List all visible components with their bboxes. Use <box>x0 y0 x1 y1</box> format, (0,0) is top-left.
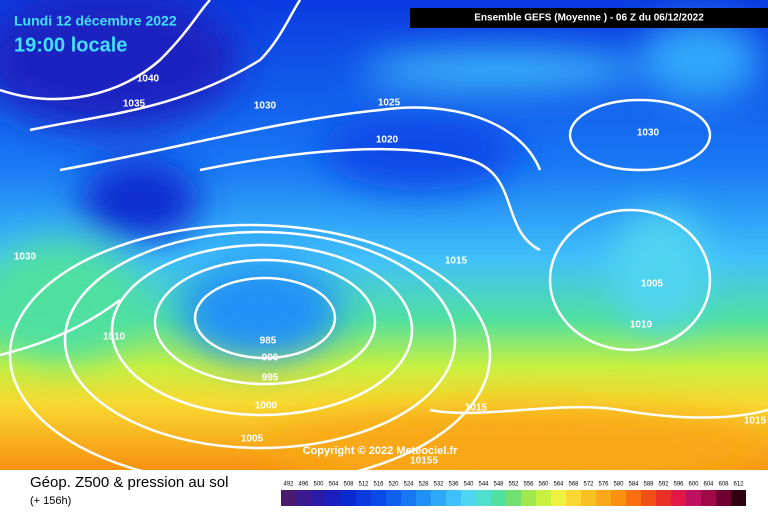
scale-label: 612 <box>733 482 744 488</box>
scale-swatch <box>296 490 311 506</box>
copyright: Copyright © 2022 Meteociel.fr <box>303 445 459 457</box>
map-background <box>0 0 768 490</box>
scale-swatch <box>581 490 596 506</box>
scale-swatch <box>611 490 626 506</box>
scale-label: 520 <box>388 482 399 488</box>
isobar-label: 1000 <box>255 401 278 412</box>
scale-label: 600 <box>688 482 699 488</box>
footer-lead: (+ 156h) <box>30 495 71 507</box>
scale-label: 504 <box>328 482 339 488</box>
scale-label: 608 <box>718 482 729 488</box>
isobar-label: 1005 <box>241 434 264 445</box>
scale-label: 572 <box>583 482 594 488</box>
isobar-label: 1035 <box>123 99 146 110</box>
scale-label: 532 <box>433 482 444 488</box>
isobar-label: 1015 <box>744 416 767 427</box>
scale-label: 548 <box>493 482 504 488</box>
scale-label: 552 <box>508 482 519 488</box>
isobar-label: 1030 <box>14 252 37 263</box>
isobar-label: 1030 <box>254 101 277 112</box>
scale-label: 524 <box>403 482 414 488</box>
scale-swatch <box>506 490 521 506</box>
scale-swatch <box>641 490 656 506</box>
scale-label: 540 <box>463 482 474 488</box>
scale-label: 592 <box>658 482 669 488</box>
scale-swatch <box>431 490 446 506</box>
scale-swatch <box>716 490 731 506</box>
local-time: 19:00 locale <box>14 34 127 56</box>
scale-swatch <box>566 490 581 506</box>
isobar-labels: 1040 1035 1030 1025 1020 1030 1030 1015 1005 1010… <box>14 74 767 467</box>
isobar-label: 1020 <box>376 135 399 146</box>
scale-swatch <box>476 490 491 506</box>
scale-swatch <box>401 490 416 506</box>
scale-swatch <box>416 490 431 506</box>
isobar-label: 1015 <box>445 256 468 267</box>
scale-swatch <box>551 490 566 506</box>
scale-swatch <box>281 490 296 506</box>
scale-swatch <box>356 490 371 506</box>
scale-swatch <box>626 490 641 506</box>
date: Lundi 12 décembre 2022 <box>14 13 177 29</box>
scale-swatch <box>686 490 701 506</box>
scale-label: 536 <box>448 482 459 488</box>
scale-swatch <box>311 490 326 506</box>
scale-swatch <box>371 490 386 506</box>
scale-swatch <box>341 490 356 506</box>
scale-swatch <box>596 490 611 506</box>
scale-swatch <box>491 490 506 506</box>
isobar-label: 1005 <box>641 279 664 290</box>
isobar-label: 1010 <box>103 332 126 343</box>
model-run: Ensemble GEFS (Moyenne ) - 06 Z du 06/12… <box>474 13 704 24</box>
scale-label: 580 <box>613 482 624 488</box>
scale-swatch <box>701 490 716 506</box>
isobar-label: 10155 <box>410 456 438 467</box>
scale-swatch <box>461 490 476 506</box>
scale-label: 560 <box>538 482 549 488</box>
scale-swatch <box>536 490 551 506</box>
scale-label: 564 <box>553 482 564 488</box>
isobar-label: 1030 <box>637 128 660 139</box>
scale-swatch <box>386 490 401 506</box>
color-scale: 492 496 500 504 508 512 516 520 524 528 532 536 540 5… <box>281 482 746 506</box>
scale-label: 556 <box>523 482 534 488</box>
scale-label: 576 <box>598 482 609 488</box>
isobars <box>0 0 768 485</box>
scale-label: 596 <box>673 482 684 488</box>
model-box <box>410 8 768 28</box>
scale-label: 496 <box>298 482 309 488</box>
scale-label: 492 <box>283 482 294 488</box>
isobar-label: 1025 <box>378 98 401 109</box>
scale-swatch <box>731 490 746 506</box>
footer-title: Géop. Z500 & pression au sol <box>30 474 228 491</box>
scale-label: 512 <box>358 482 369 488</box>
scale-label: 604 <box>703 482 714 488</box>
scale-swatch <box>326 490 341 506</box>
isobar-label: 1015 <box>465 403 488 414</box>
scale-swatch <box>671 490 686 506</box>
isobar-label: 1010 <box>630 320 653 331</box>
scale-label: 528 <box>418 482 429 488</box>
scale-label: 588 <box>643 482 654 488</box>
scale-swatch <box>656 490 671 506</box>
scale-label: 544 <box>478 482 489 488</box>
isobar-label: 990 <box>262 353 279 364</box>
scale-swatch <box>446 490 461 506</box>
scale-swatch <box>521 490 536 506</box>
scale-label: 516 <box>373 482 384 488</box>
scale-label: 568 <box>568 482 579 488</box>
scale-label: 508 <box>343 482 354 488</box>
isobar-label: 1040 <box>137 74 160 85</box>
scale-label: 584 <box>628 482 639 488</box>
isobar-label: 995 <box>262 373 279 384</box>
scale-label: 500 <box>313 482 324 488</box>
isobar-label: 985 <box>260 336 277 347</box>
